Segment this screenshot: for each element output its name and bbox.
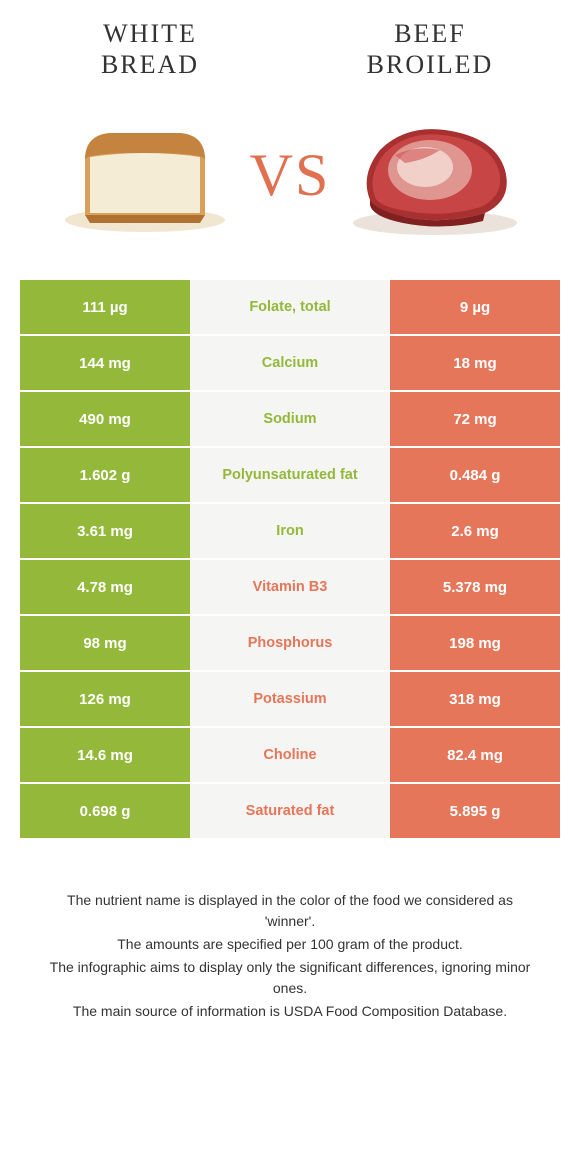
table-row: 111 µgFolate, total9 µg [20,280,560,336]
right-value-cell: 2.6 mg [390,504,560,558]
right-value-cell: 198 mg [390,616,560,670]
table-row: 98 mgPhosphorus198 mg [20,616,560,672]
table-row: 490 mgSodium72 mg [20,392,560,448]
infographic-container: WHITE BREAD BEEF BROILED VS [0,0,580,1044]
table-row: 1.602 gPolyunsaturated fat0.484 g [20,448,560,504]
left-value-cell: 111 µg [20,280,190,334]
table-row: 126 mgPotassium318 mg [20,672,560,728]
nutrient-name-cell: Iron [190,504,390,558]
bread-icon [55,105,235,245]
nutrient-name-cell: Polyunsaturated fat [190,448,390,502]
vs-label: VS [250,145,331,205]
table-row: 4.78 mgVitamin B35.378 mg [20,560,560,616]
nutrient-name-cell: Folate, total [190,280,390,334]
left-value-cell: 490 mg [20,392,190,446]
nutrient-name-cell: Phosphorus [190,616,390,670]
footer-notes: The nutrient name is displayed in the co… [0,840,580,1044]
beef-icon [345,105,525,245]
right-food-title: BEEF BROILED [330,18,530,80]
table-row: 0.698 gSaturated fat5.895 g [20,784,560,840]
left-value-cell: 14.6 mg [20,728,190,782]
left-value-cell: 4.78 mg [20,560,190,614]
right-value-cell: 18 mg [390,336,560,390]
footer-line-3: The infographic aims to display only the… [40,957,540,999]
vs-row: VS [0,90,580,280]
right-value-cell: 9 µg [390,280,560,334]
footer-line-1: The nutrient name is displayed in the co… [40,890,540,932]
right-value-cell: 5.895 g [390,784,560,838]
footer-line-2: The amounts are specified per 100 gram o… [40,934,540,955]
left-value-cell: 0.698 g [20,784,190,838]
left-value-cell: 1.602 g [20,448,190,502]
right-title-line1: BEEF [394,19,466,48]
right-value-cell: 0.484 g [390,448,560,502]
right-value-cell: 72 mg [390,392,560,446]
table-row: 144 mgCalcium18 mg [20,336,560,392]
left-value-cell: 144 mg [20,336,190,390]
right-value-cell: 5.378 mg [390,560,560,614]
right-value-cell: 82.4 mg [390,728,560,782]
nutrient-name-cell: Saturated fat [190,784,390,838]
nutrient-table: 111 µgFolate, total9 µg144 mgCalcium18 m… [20,280,560,840]
nutrient-name-cell: Choline [190,728,390,782]
nutrient-name-cell: Calcium [190,336,390,390]
left-value-cell: 3.61 mg [20,504,190,558]
header-row: WHITE BREAD BEEF BROILED [0,0,580,90]
nutrient-name-cell: Vitamin B3 [190,560,390,614]
table-row: 3.61 mgIron2.6 mg [20,504,560,560]
right-value-cell: 318 mg [390,672,560,726]
left-value-cell: 98 mg [20,616,190,670]
bread-image [45,100,245,250]
left-value-cell: 126 mg [20,672,190,726]
footer-line-4: The main source of information is USDA F… [40,1001,540,1022]
beef-image [335,100,535,250]
left-title-line2: BREAD [101,50,199,79]
left-food-title: WHITE BREAD [50,18,250,80]
right-title-line2: BROILED [367,50,494,79]
table-row: 14.6 mgCholine82.4 mg [20,728,560,784]
left-title-line1: WHITE [103,19,197,48]
nutrient-name-cell: Sodium [190,392,390,446]
nutrient-name-cell: Potassium [190,672,390,726]
